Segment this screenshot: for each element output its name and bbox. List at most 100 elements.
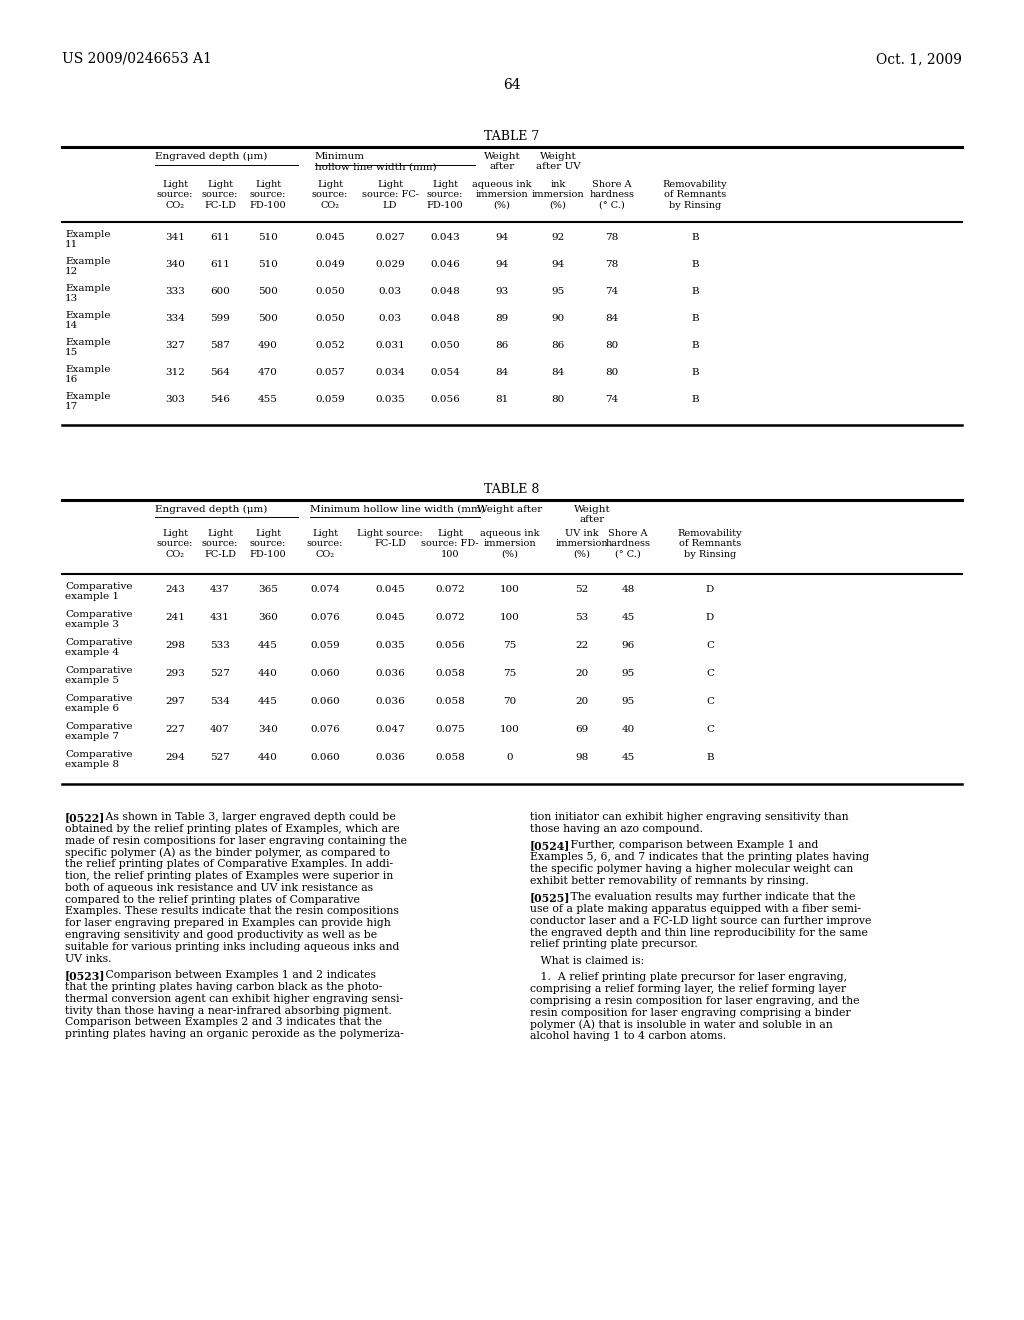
Text: 0.059: 0.059 [310, 642, 340, 649]
Text: 0.046: 0.046 [430, 260, 460, 269]
Text: B: B [691, 341, 698, 350]
Text: 0.031: 0.031 [375, 341, 404, 350]
Text: UV ink
immersion
(%): UV ink immersion (%) [556, 529, 608, 558]
Text: 64: 64 [503, 78, 521, 92]
Text: 334: 334 [165, 314, 185, 323]
Text: 74: 74 [605, 395, 618, 404]
Text: 0.045: 0.045 [315, 234, 345, 242]
Text: 94: 94 [496, 234, 509, 242]
Text: 297: 297 [165, 697, 185, 706]
Text: tion initiator can exhibit higher engraving sensitivity than: tion initiator can exhibit higher engrav… [530, 812, 849, 822]
Text: 0.060: 0.060 [310, 669, 340, 678]
Text: 45: 45 [622, 752, 635, 762]
Text: Minimum
hollow line width (mm): Minimum hollow line width (mm) [315, 152, 436, 172]
Text: 22: 22 [575, 642, 589, 649]
Text: 95: 95 [551, 286, 564, 296]
Text: polymer (A) that is insoluble in water and soluble in an: polymer (A) that is insoluble in water a… [530, 1019, 833, 1030]
Text: 86: 86 [551, 341, 564, 350]
Text: 437: 437 [210, 585, 230, 594]
Text: those having an azo compound.: those having an azo compound. [530, 824, 703, 834]
Text: 100: 100 [500, 725, 520, 734]
Text: 89: 89 [496, 314, 509, 323]
Text: both of aqueous ink resistance and UV ink resistance as: both of aqueous ink resistance and UV in… [65, 883, 373, 892]
Text: What is claimed is:: What is claimed is: [530, 956, 644, 966]
Text: 243: 243 [165, 585, 185, 594]
Text: Light
source: FC-
LD: Light source: FC- LD [361, 180, 419, 210]
Text: 327: 327 [165, 341, 185, 350]
Text: 0.036: 0.036 [375, 752, 404, 762]
Text: 500: 500 [258, 314, 278, 323]
Text: C: C [706, 697, 714, 706]
Text: printing plates having an organic peroxide as the polymeriza-: printing plates having an organic peroxi… [65, 1030, 403, 1039]
Text: 80: 80 [605, 341, 618, 350]
Text: 440: 440 [258, 752, 278, 762]
Text: 100: 100 [500, 612, 520, 622]
Text: conductor laser and a FC-LD light source can further improve: conductor laser and a FC-LD light source… [530, 916, 871, 925]
Text: Light source:
FC-LD: Light source: FC-LD [357, 529, 423, 548]
Text: Engraved depth (μm): Engraved depth (μm) [155, 152, 267, 161]
Text: The evaluation results may further indicate that the: The evaluation results may further indic… [560, 892, 856, 903]
Text: Light
source:
CO₂: Light source: CO₂ [307, 529, 343, 558]
Text: Comparative
example 6: Comparative example 6 [65, 694, 132, 713]
Text: 98: 98 [575, 752, 589, 762]
Text: suitable for various printing inks including aqueous inks and: suitable for various printing inks inclu… [65, 941, 399, 952]
Text: 0.027: 0.027 [375, 234, 404, 242]
Text: [0525]: [0525] [530, 892, 570, 903]
Text: the relief printing plates of Comparative Examples. In addi-: the relief printing plates of Comparativ… [65, 859, 393, 869]
Text: [0523]: [0523] [65, 970, 105, 981]
Text: Weight
after: Weight after [573, 506, 610, 524]
Text: 294: 294 [165, 752, 185, 762]
Text: Removability
of Remnants
by Rinsing: Removability of Remnants by Rinsing [678, 529, 742, 558]
Text: 0.059: 0.059 [315, 395, 345, 404]
Text: B: B [691, 286, 698, 296]
Text: 53: 53 [575, 612, 589, 622]
Text: 0.057: 0.057 [315, 368, 345, 378]
Text: 0.03: 0.03 [379, 286, 401, 296]
Text: 0.045: 0.045 [375, 585, 404, 594]
Text: 500: 500 [258, 286, 278, 296]
Text: engraving sensitivity and good productivity as well as be: engraving sensitivity and good productiv… [65, 931, 377, 940]
Text: Example
14: Example 14 [65, 312, 111, 330]
Text: 78: 78 [605, 260, 618, 269]
Text: 0.043: 0.043 [430, 234, 460, 242]
Text: 0.048: 0.048 [430, 286, 460, 296]
Text: 90: 90 [551, 314, 564, 323]
Text: Comparative
example 7: Comparative example 7 [65, 722, 132, 742]
Text: 100: 100 [500, 585, 520, 594]
Text: Example
12: Example 12 [65, 257, 111, 276]
Text: 0.076: 0.076 [310, 612, 340, 622]
Text: Example
11: Example 11 [65, 230, 111, 249]
Text: exhibit better removability of remnants by rinsing.: exhibit better removability of remnants … [530, 875, 809, 886]
Text: 93: 93 [496, 286, 509, 296]
Text: 0.036: 0.036 [375, 697, 404, 706]
Text: specific polymer (A) as the binder polymer, as compared to: specific polymer (A) as the binder polym… [65, 847, 390, 858]
Text: 0.035: 0.035 [375, 642, 404, 649]
Text: made of resin compositions for laser engraving containing the: made of resin compositions for laser eng… [65, 836, 407, 846]
Text: 84: 84 [551, 368, 564, 378]
Text: 298: 298 [165, 642, 185, 649]
Text: 0.058: 0.058 [435, 697, 465, 706]
Text: 81: 81 [496, 395, 509, 404]
Text: [0524]: [0524] [530, 841, 570, 851]
Text: 75: 75 [504, 642, 517, 649]
Text: Weight
after UV: Weight after UV [536, 152, 581, 172]
Text: 445: 445 [258, 642, 278, 649]
Text: 95: 95 [622, 669, 635, 678]
Text: Removability
of Remnants
by Rinsing: Removability of Remnants by Rinsing [663, 180, 727, 210]
Text: Light
source:
CO₂: Light source: CO₂ [157, 180, 194, 210]
Text: 312: 312 [165, 368, 185, 378]
Text: UV inks.: UV inks. [65, 953, 112, 964]
Text: 241: 241 [165, 612, 185, 622]
Text: Weight
after: Weight after [483, 152, 520, 172]
Text: US 2009/0246653 A1: US 2009/0246653 A1 [62, 51, 212, 66]
Text: Light
source:
FC-LD: Light source: FC-LD [202, 529, 239, 558]
Text: 0.050: 0.050 [315, 286, 345, 296]
Text: 0.076: 0.076 [310, 725, 340, 734]
Text: 84: 84 [605, 314, 618, 323]
Text: B: B [691, 234, 698, 242]
Text: compared to the relief printing plates of Comparative: compared to the relief printing plates o… [65, 895, 359, 904]
Text: 0.060: 0.060 [310, 752, 340, 762]
Text: alcohol having 1 to 4 carbon atoms.: alcohol having 1 to 4 carbon atoms. [530, 1031, 726, 1041]
Text: 0.045: 0.045 [375, 612, 404, 622]
Text: Comparative
example 4: Comparative example 4 [65, 638, 132, 657]
